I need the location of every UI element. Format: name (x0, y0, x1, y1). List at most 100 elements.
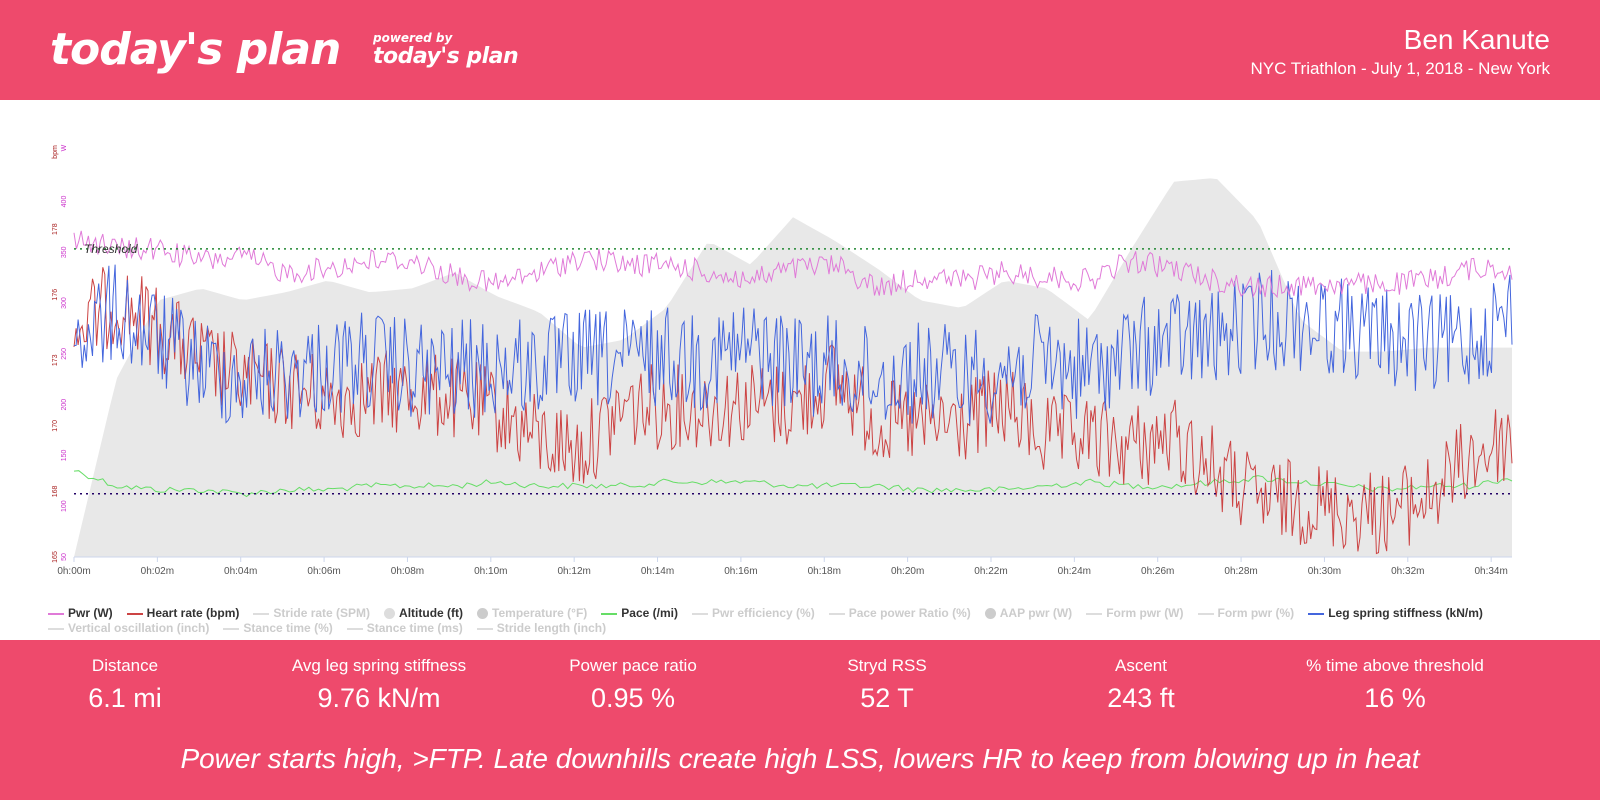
hr-tick-label: 170 (52, 420, 59, 432)
legend-item[interactable]: Pwr (W) (48, 606, 113, 621)
stat-stryd-rss: Stryd RSS 52 T (767, 656, 1007, 714)
chart-area: Threshold 0h:00m 0h:02m 0h:04m 0h:06m 0h:08m… (0, 100, 1600, 640)
legend-label: Form pwr (W) (1106, 606, 1184, 620)
power-tick-label: 350 (61, 246, 68, 258)
legend-label: Stride rate (SPM) (273, 606, 371, 620)
stats-footer: Distance 6.1 mi Avg leg spring stiffness… (0, 640, 1600, 800)
event-info: NYC Triathlon - July 1, 2018 - New York (1250, 59, 1550, 78)
power-tick-label: 100 (61, 500, 68, 512)
todays-plan-small-logo: today's plan (373, 44, 519, 69)
legend-symbol (828, 612, 845, 615)
x-tick-label: 0h:02m (141, 566, 174, 577)
coach-comment: Power starts high, >FTP. Late downhills … (180, 743, 1420, 774)
power-tick-label: 400 (61, 196, 68, 208)
power-line (73, 230, 1513, 299)
legend-symbol (476, 627, 493, 630)
x-tick-label: 0h:06m (307, 566, 340, 577)
legend-symbol (223, 627, 240, 630)
legend-symbol (1308, 612, 1325, 615)
legend-label: Stance time (ms) (366, 621, 463, 635)
altitude-layer (74, 178, 1512, 557)
x-tick-label: 0h:34m (1474, 566, 1507, 577)
legend-item[interactable]: Altitude (ft) (384, 606, 463, 621)
power-layer (73, 230, 1513, 299)
legend-item[interactable]: Stance time (ms) (346, 621, 463, 636)
legend-label: Form pwr (%) (1217, 606, 1295, 620)
legend-item[interactable]: AAP pwr (W) (984, 606, 1073, 621)
power-tick-label: 300 (61, 297, 68, 309)
power-tick-label: 150 (61, 449, 68, 461)
x-tick-label: 0h:10m (474, 566, 507, 577)
legend-symbol (384, 608, 396, 620)
axes: 0h:00m 0h:02m 0h:04m 0h:06m 0h:08m 0h:10m 0h:1… (52, 144, 1512, 577)
reference-lines: Threshold (74, 242, 1512, 495)
x-tick-label: 0h:12m (557, 566, 590, 577)
power-unit-label: W (61, 144, 68, 151)
altitude-area (74, 178, 1512, 557)
legend-item[interactable]: Temperature (°F) (477, 606, 587, 621)
x-tick-label: 0h:16m (724, 566, 757, 577)
activity-chart: Threshold 0h:00m 0h:02m 0h:04m 0h:06m 0h:08m… (52, 144, 1513, 577)
legend-item[interactable]: Pace power Ratio (%) (828, 606, 971, 621)
hr-tick-label: 178 (52, 223, 59, 235)
legend-item[interactable]: Stride length (inch) (476, 621, 607, 636)
threshold-label: Threshold (84, 242, 138, 256)
stat-value: 16 % (1364, 683, 1426, 713)
stat-label: Distance (91, 656, 159, 675)
legend-label: Pace (/mi) (621, 606, 678, 620)
legend-item[interactable]: Pwr efficiency (%) (692, 606, 815, 621)
legend-label: Pwr efficiency (%) (712, 606, 815, 620)
x-tick-label: 0h:00m (57, 566, 90, 577)
x-tick-label: 0h:24m (1058, 566, 1091, 577)
legend-label: Vertical oscillation (inch) (68, 621, 210, 635)
legend-item[interactable]: Stride rate (SPM) (253, 606, 370, 621)
power-tick-label: 50 (61, 553, 68, 561)
legend-item[interactable]: Heart rate (bpm) (126, 606, 240, 621)
x-tick-label: 0h:28m (1224, 566, 1257, 577)
legend-symbol (477, 608, 489, 620)
legend-symbol (48, 627, 64, 630)
legend-label: Pace power Ratio (%) (848, 606, 971, 620)
leg-spring-layer (73, 264, 1513, 425)
legend-label: Pwr (W) (68, 606, 113, 620)
legend-symbol (984, 608, 996, 620)
stat-value: 52 T (860, 683, 914, 713)
hr-tick-label: 173 (52, 354, 59, 366)
hr-tick-label: 165 (52, 551, 59, 563)
x-tick-label: 0h:08m (391, 566, 424, 577)
x-tick-label: 0h:26m (1141, 566, 1174, 577)
legend-item[interactable]: Form pwr (%) (1197, 606, 1295, 621)
legend-symbol (48, 612, 64, 615)
legend-item[interactable]: Vertical oscillation (inch) (48, 621, 209, 636)
legend-item[interactable]: Form pwr (W) (1086, 606, 1184, 621)
legend-label: Heart rate (bpm) (146, 606, 240, 620)
legend-symbol (253, 612, 270, 615)
stat-value: 6.1 mi (88, 683, 162, 713)
legend-label: Temperature (°F) (492, 606, 588, 620)
power-tick-label: 200 (61, 399, 68, 411)
x-tick-label: 0h:18m (808, 566, 841, 577)
stat-time-above-threshold: % time above threshold 16 % (1275, 656, 1515, 714)
stat-value: 0.95 % (590, 683, 676, 713)
stat-value: 9.76 kN/m (317, 683, 441, 713)
legend-label: Stance time (%) (243, 621, 333, 635)
stat-ascent: Ascent 243 ft (1021, 656, 1261, 714)
legend-label: AAP pwr (W) (999, 606, 1073, 620)
legend-symbol (692, 612, 708, 615)
legend-symbol (346, 627, 363, 630)
hr-unit-label: bpm (52, 145, 59, 159)
legend-symbol (1086, 612, 1103, 615)
hr-tick-label: 168 (52, 485, 59, 497)
legend-label: Stride length (inch) (496, 621, 607, 635)
legend-item[interactable]: Leg spring stiffness (kN/m) (1308, 606, 1483, 621)
pace-line (73, 470, 1513, 498)
x-tick-label: 0h:20m (891, 566, 924, 577)
athlete-name: Ben Kanute (1403, 24, 1550, 55)
legend-item[interactable]: Stance time (%) (223, 621, 333, 636)
x-tick-label: 0h:32m (1391, 566, 1424, 577)
stat-power-pace-ratio: Power pace ratio 0.95 % (513, 656, 753, 714)
chart-legend: Pwr (W) Heart rate (bpm) Stride rate (SPM)… (48, 606, 1568, 636)
powered-by-label: powered by (373, 31, 453, 45)
legend-item[interactable]: Pace (/mi) (601, 606, 678, 621)
stat-label: Ascent (1115, 656, 1167, 675)
